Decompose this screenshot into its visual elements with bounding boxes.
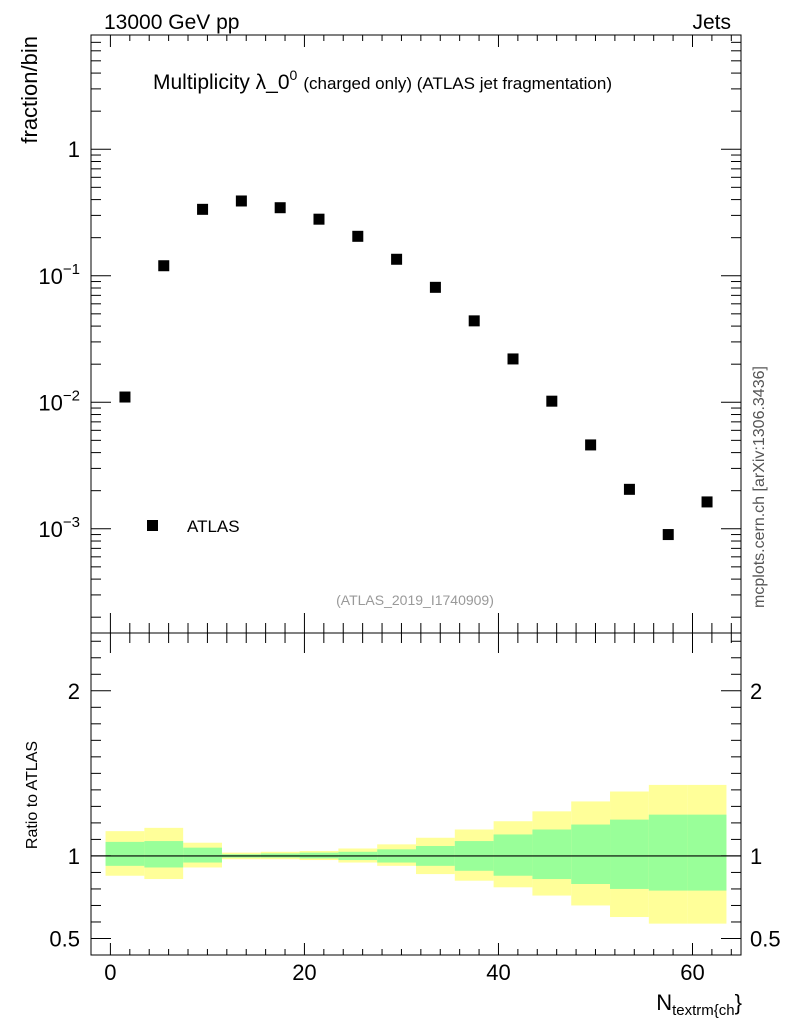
uncertainty-band-bin — [532, 829, 572, 880]
data-point — [662, 529, 674, 541]
data-point — [274, 202, 286, 214]
main-tick-labels: 1 10−1 10−2 10−3 — [38, 137, 80, 542]
uncertainty-band-bin — [687, 814, 727, 891]
legend-marker — [147, 520, 158, 531]
uncertainty-band-bin — [610, 819, 649, 889]
ratio-axis-ticks — [91, 633, 741, 956]
uncertainty-band-bin — [648, 814, 688, 891]
data-point — [197, 203, 209, 215]
x-axis-label: Ntextrm{ch} — [656, 990, 742, 1019]
y-tick-label: 10−1 — [38, 261, 80, 289]
x-tick-label: 60 — [680, 960, 704, 985]
energy-label: 13000 GeV pp — [104, 11, 239, 34]
x-axis-label-main: N — [656, 990, 672, 1015]
ratio-panel: 0.5 0.5 1 1 2 2 0 20 40 60 Ratio to ATLAS Ntextr… — [24, 632, 781, 1019]
uncertainty-band-bin — [105, 841, 145, 866]
legend-label: ATLAS — [187, 517, 240, 536]
data-point — [158, 260, 170, 272]
y-tick-label: 1 — [68, 137, 80, 162]
title-rest: (charged only) (ATLAS jet fragmentation) — [303, 74, 612, 93]
y-tick-label: 10−2 — [38, 387, 80, 415]
ratio-axis-label: Ratio to ATLAS — [24, 741, 41, 849]
ratio-y-tick-label-left: 2 — [68, 679, 80, 704]
side-label: mcplots.cern.ch [arXiv:1306.3436] — [751, 366, 768, 608]
data-point — [119, 391, 131, 403]
title-main: Multiplicity λ_0 — [153, 71, 290, 94]
ratio-y-tick-label-right: 1 — [750, 844, 762, 869]
x-tick-label: 0 — [104, 960, 116, 985]
main-axis-ticks — [91, 34, 741, 633]
y-tick-label: 10−3 — [38, 514, 80, 542]
ratio-y-tick-label-right: 0.5 — [750, 926, 781, 951]
ratio-y-tick-label-left: 0.5 — [49, 926, 80, 951]
analysis-label: (ATLAS_2019_I1740909) — [336, 592, 494, 608]
data-point — [701, 496, 713, 508]
data-point — [429, 281, 441, 293]
uncertainty-band-bin — [493, 834, 533, 876]
ratio-y-tick-label-right: 2 — [750, 679, 762, 704]
data-point — [235, 195, 247, 207]
category-label: Jets — [692, 11, 731, 34]
main-panel: 1 10−1 10−2 10−3 Multiplicity λ_00 (charged … — [17, 34, 742, 634]
uncertainty-band-bin — [183, 847, 222, 863]
uncertainty-band-bin — [144, 841, 184, 868]
ratio-frame — [90, 632, 742, 956]
ratio-tick-labels: 0.5 0.5 1 1 2 2 — [49, 679, 780, 952]
data-point — [468, 315, 480, 327]
data-points — [119, 195, 713, 541]
y-axis-label: fraction/bin — [17, 36, 42, 144]
data-point — [546, 395, 558, 407]
x-axis-label-tail: } — [735, 990, 742, 1015]
data-point — [585, 439, 597, 451]
ratio-y-tick-label-left: 1 — [68, 844, 80, 869]
data-point — [623, 483, 635, 495]
x-axis-label-sub: textrm{ch — [672, 1002, 735, 1019]
chart-title: Multiplicity λ_00 (charged only) (ATLAS j… — [153, 67, 612, 94]
x-tick-labels: 0 20 40 60 — [104, 960, 704, 985]
x-tick-label: 40 — [486, 960, 510, 985]
title-superscript: 0 — [290, 67, 298, 83]
uncertainty-band-bin — [571, 824, 611, 884]
data-point — [352, 230, 364, 242]
data-point — [507, 353, 519, 365]
data-point — [391, 253, 403, 265]
data-point — [313, 213, 325, 225]
x-tick-label: 20 — [292, 960, 316, 985]
